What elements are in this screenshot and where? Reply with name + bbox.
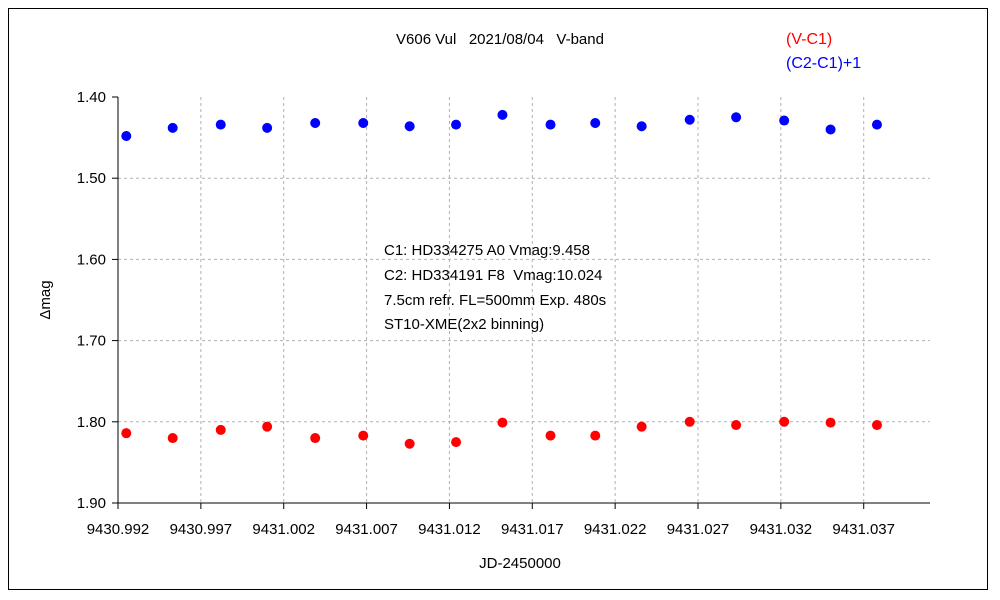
data-point-c2-c1 — [636, 121, 647, 132]
legend-entry-v-c1: (V-C1) — [786, 31, 832, 48]
data-point-c2-c1 — [779, 115, 790, 126]
annotation-c1: C1: HD334275 A0 Vmag:9.458 — [384, 242, 590, 259]
data-point-v-c1 — [731, 420, 742, 431]
data-point-v-c1 — [590, 430, 601, 441]
x-tick-label: 9431.002 — [252, 521, 315, 538]
x-tick-label: 9431.032 — [750, 521, 813, 538]
annotation-camera: ST10-XME(2x2 binning) — [384, 316, 544, 333]
data-point-v-c1 — [404, 438, 415, 449]
chart-title: V606 Vul 2021/08/04 V-band — [396, 31, 604, 48]
data-point-v-c1 — [779, 416, 790, 427]
data-point-v-c1 — [215, 424, 226, 435]
y-tick-label: 1.90 — [77, 495, 106, 512]
data-point-c2-c1 — [497, 109, 508, 120]
y-tick-label: 1.80 — [77, 414, 106, 431]
data-point-c2-c1 — [684, 114, 695, 125]
annotation-c2: C2: HD334191 F8 Vmag:10.024 — [384, 267, 602, 284]
data-point-c2-c1 — [451, 119, 462, 130]
data-point-c2-c1 — [215, 119, 226, 130]
x-tick-label: 9431.027 — [667, 521, 730, 538]
data-point-c2-c1 — [590, 117, 601, 128]
y-tick-label: 1.60 — [77, 251, 106, 268]
data-point-v-c1 — [497, 417, 508, 428]
data-point-v-c1 — [262, 421, 273, 432]
data-point-c2-c1 — [825, 124, 836, 135]
data-points — [121, 109, 882, 449]
data-point-c2-c1 — [167, 122, 178, 133]
data-point-v-c1 — [310, 433, 321, 444]
legend-entry-c2-c1: (C2-C1)+1 — [786, 55, 861, 72]
data-point-c2-c1 — [121, 130, 132, 141]
y-axis-label: Δmag — [37, 280, 54, 319]
annotation-telescope: 7.5cm refr. FL=500mm Exp. 480s — [384, 292, 606, 309]
data-point-c2-c1 — [731, 112, 742, 123]
data-point-v-c1 — [825, 417, 836, 428]
axes: 1.40 1.50 1.60 1.70 1.80 1.90 9430.992 9430.997… — [77, 89, 930, 538]
y-tick-label: 1.50 — [77, 170, 106, 187]
data-point-c2-c1 — [404, 121, 415, 132]
data-point-v-c1 — [121, 428, 132, 439]
data-point-v-c1 — [451, 437, 462, 448]
x-tick-label: 9430.992 — [87, 521, 150, 538]
x-axis-label: JD-2450000 — [479, 555, 561, 572]
data-point-v-c1 — [545, 430, 556, 441]
chart-frame — [8, 8, 988, 590]
data-point-c2-c1 — [310, 117, 321, 128]
data-point-v-c1 — [871, 420, 882, 431]
data-point-c2-c1 — [545, 119, 556, 130]
y-tick-label: 1.40 — [77, 89, 106, 106]
x-tick-label: 9431.012 — [418, 521, 481, 538]
x-tick-label: 9430.997 — [170, 521, 233, 538]
data-point-v-c1 — [636, 421, 647, 432]
data-point-v-c1 — [358, 430, 369, 441]
x-tick-label: 9431.007 — [335, 521, 398, 538]
data-point-v-c1 — [684, 416, 695, 427]
x-tick-label: 9431.037 — [832, 521, 895, 538]
x-tick-label: 9431.017 — [501, 521, 564, 538]
data-point-c2-c1 — [262, 122, 273, 133]
x-tick-label: 9431.022 — [584, 521, 647, 538]
data-point-v-c1 — [167, 433, 178, 444]
data-point-c2-c1 — [358, 117, 369, 128]
data-point-c2-c1 — [871, 119, 882, 130]
y-tick-label: 1.70 — [77, 333, 106, 350]
